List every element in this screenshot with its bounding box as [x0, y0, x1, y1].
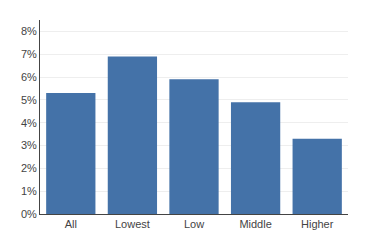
svg-text:4%: 4%: [21, 117, 37, 129]
svg-text:7%: 7%: [21, 48, 37, 60]
svg-text:All: All: [65, 218, 77, 230]
svg-text:Middle: Middle: [239, 218, 271, 230]
svg-text:2%: 2%: [21, 162, 37, 174]
svg-text:3%: 3%: [21, 139, 37, 151]
svg-text:1%: 1%: [21, 185, 37, 197]
svg-text:Lowest: Lowest: [115, 218, 150, 230]
svg-text:0%: 0%: [21, 208, 37, 220]
svg-text:5%: 5%: [21, 94, 37, 106]
svg-text:8%: 8%: [21, 25, 37, 37]
svg-text:6%: 6%: [21, 71, 37, 83]
svg-text:Higher: Higher: [301, 218, 334, 230]
svg-text:Low: Low: [184, 218, 204, 230]
